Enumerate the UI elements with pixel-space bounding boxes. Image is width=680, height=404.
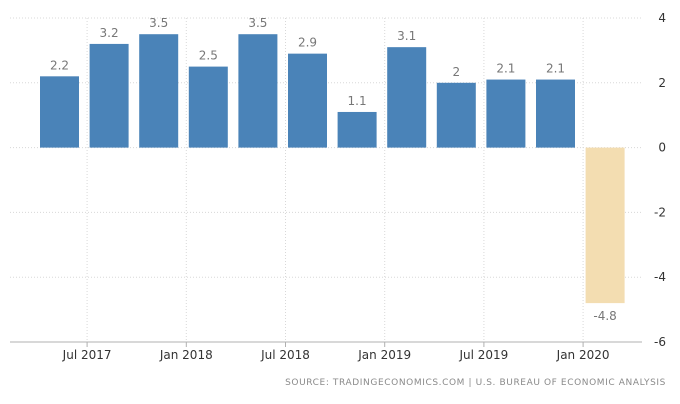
bar — [188, 66, 228, 148]
bar — [585, 147, 625, 304]
y-tick-label: 0 — [658, 141, 666, 155]
data-label: -4.8 — [593, 309, 616, 323]
bar — [486, 79, 526, 148]
x-tick-label: Jul 2017 — [62, 348, 112, 362]
bar — [288, 53, 327, 148]
bar — [139, 34, 179, 148]
data-label: 2 — [452, 65, 460, 79]
y-tick-label: -2 — [654, 205, 666, 219]
bar — [89, 43, 129, 148]
data-label: 3.5 — [149, 16, 168, 30]
bar — [436, 82, 476, 148]
source-caption: SOURCE: TRADINGECONOMICS.COM | U.S. BURE… — [285, 378, 666, 388]
bar — [40, 76, 79, 148]
bar — [387, 47, 427, 148]
data-label: 2.5 — [199, 49, 218, 63]
x-tick-label: Jul 2018 — [260, 348, 310, 362]
y-tick-label: 4 — [658, 11, 666, 25]
bar — [536, 79, 575, 148]
data-label: 3.1 — [397, 29, 416, 43]
x-tick-label: Jan 2019 — [357, 348, 411, 362]
y-tick-label: 2 — [658, 76, 666, 90]
y-tick-label: -6 — [654, 335, 666, 349]
x-tick-label: Jan 2018 — [159, 348, 213, 362]
data-label: 2.2 — [50, 58, 69, 72]
data-label: 2.1 — [496, 62, 515, 76]
x-tick-label: Jan 2020 — [556, 348, 610, 362]
bar — [337, 111, 377, 148]
bar — [238, 34, 278, 148]
y-tick-label: -4 — [654, 270, 666, 284]
x-tick-label: Jul 2019 — [458, 348, 508, 362]
data-label: 2.1 — [546, 62, 565, 76]
data-label: 3.2 — [100, 26, 119, 40]
data-label: 3.5 — [248, 16, 267, 30]
data-label: 1.1 — [348, 94, 367, 108]
data-label: 2.9 — [298, 36, 317, 50]
